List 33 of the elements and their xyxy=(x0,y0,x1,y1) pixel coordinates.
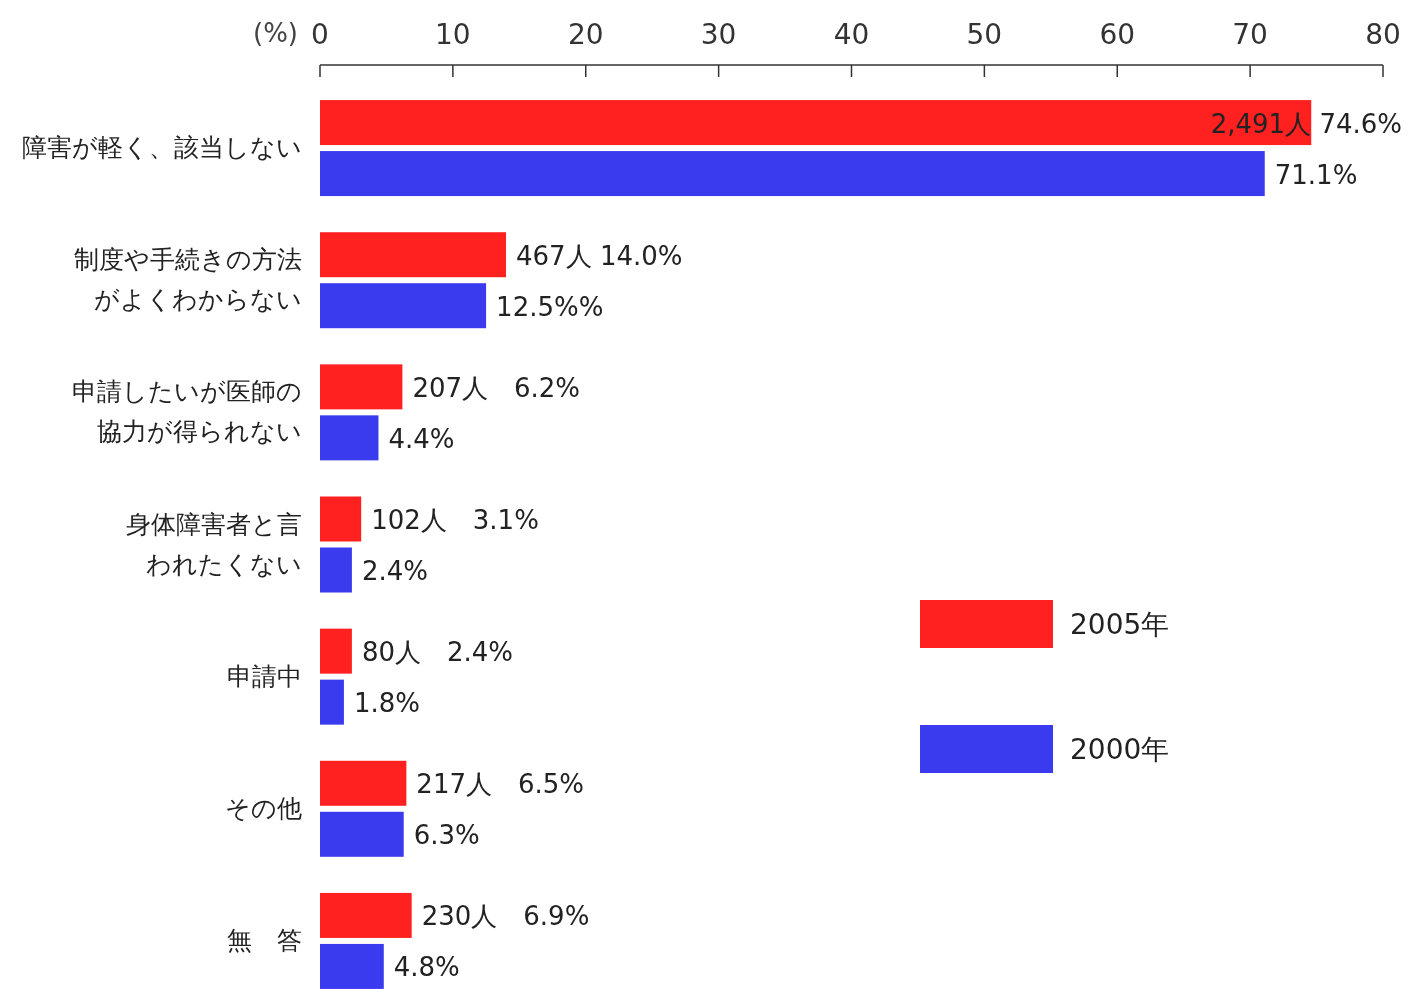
data-label: 80人 2.4% xyxy=(361,637,514,668)
x-tick-label: 50 xyxy=(966,18,1003,51)
data-label: 12.5%% xyxy=(496,291,604,322)
y-tick-label: その他 xyxy=(225,792,302,825)
x-tick-label: 40 xyxy=(833,18,870,51)
data-label: 4.8% xyxy=(393,952,460,983)
y-tick-label: 無 答 xyxy=(227,924,302,957)
data-label: 4.4% xyxy=(388,423,455,454)
y-tick-label: 身体障害者と言われたくない xyxy=(125,508,302,581)
data-label: 102人 3.1% xyxy=(371,505,539,535)
x-tick-label: 70 xyxy=(1232,18,1268,51)
data-label: 2,491人 74.6% xyxy=(1210,108,1402,139)
x-axis-title: (%) xyxy=(253,18,298,48)
data-label: 207人 6.2% xyxy=(412,372,581,403)
y-tick-label: 障害が軽く、該当しない xyxy=(22,132,302,165)
y-tick-label: 制度や手続きの方法がよくわからない xyxy=(73,244,302,317)
x-tick-label: 0 xyxy=(311,18,329,51)
y-tick-label: 申請したいが医師の協力が得られない xyxy=(71,376,302,449)
data-label: 1.8% xyxy=(353,688,420,719)
data-label: 230人 6.9% xyxy=(421,901,590,932)
x-tick-label: 20 xyxy=(567,18,604,51)
data-label: 467人 14.0% xyxy=(516,240,683,271)
data-label: 217人 6.5% xyxy=(416,769,585,800)
legend-label: 2005年 xyxy=(1070,608,1170,641)
data-label: 71.1% xyxy=(1274,159,1358,190)
data-label: 2.4% xyxy=(361,556,428,586)
x-tick-label: 80 xyxy=(1365,18,1401,51)
data-label: 6.3% xyxy=(413,820,480,851)
x-tick-label: 60 xyxy=(1099,18,1136,51)
legend-label: 2000年 xyxy=(1070,733,1170,766)
y-tick-label: 申請中 xyxy=(227,660,302,693)
x-tick-label: 30 xyxy=(700,18,737,51)
x-tick-label: 10 xyxy=(435,18,471,51)
